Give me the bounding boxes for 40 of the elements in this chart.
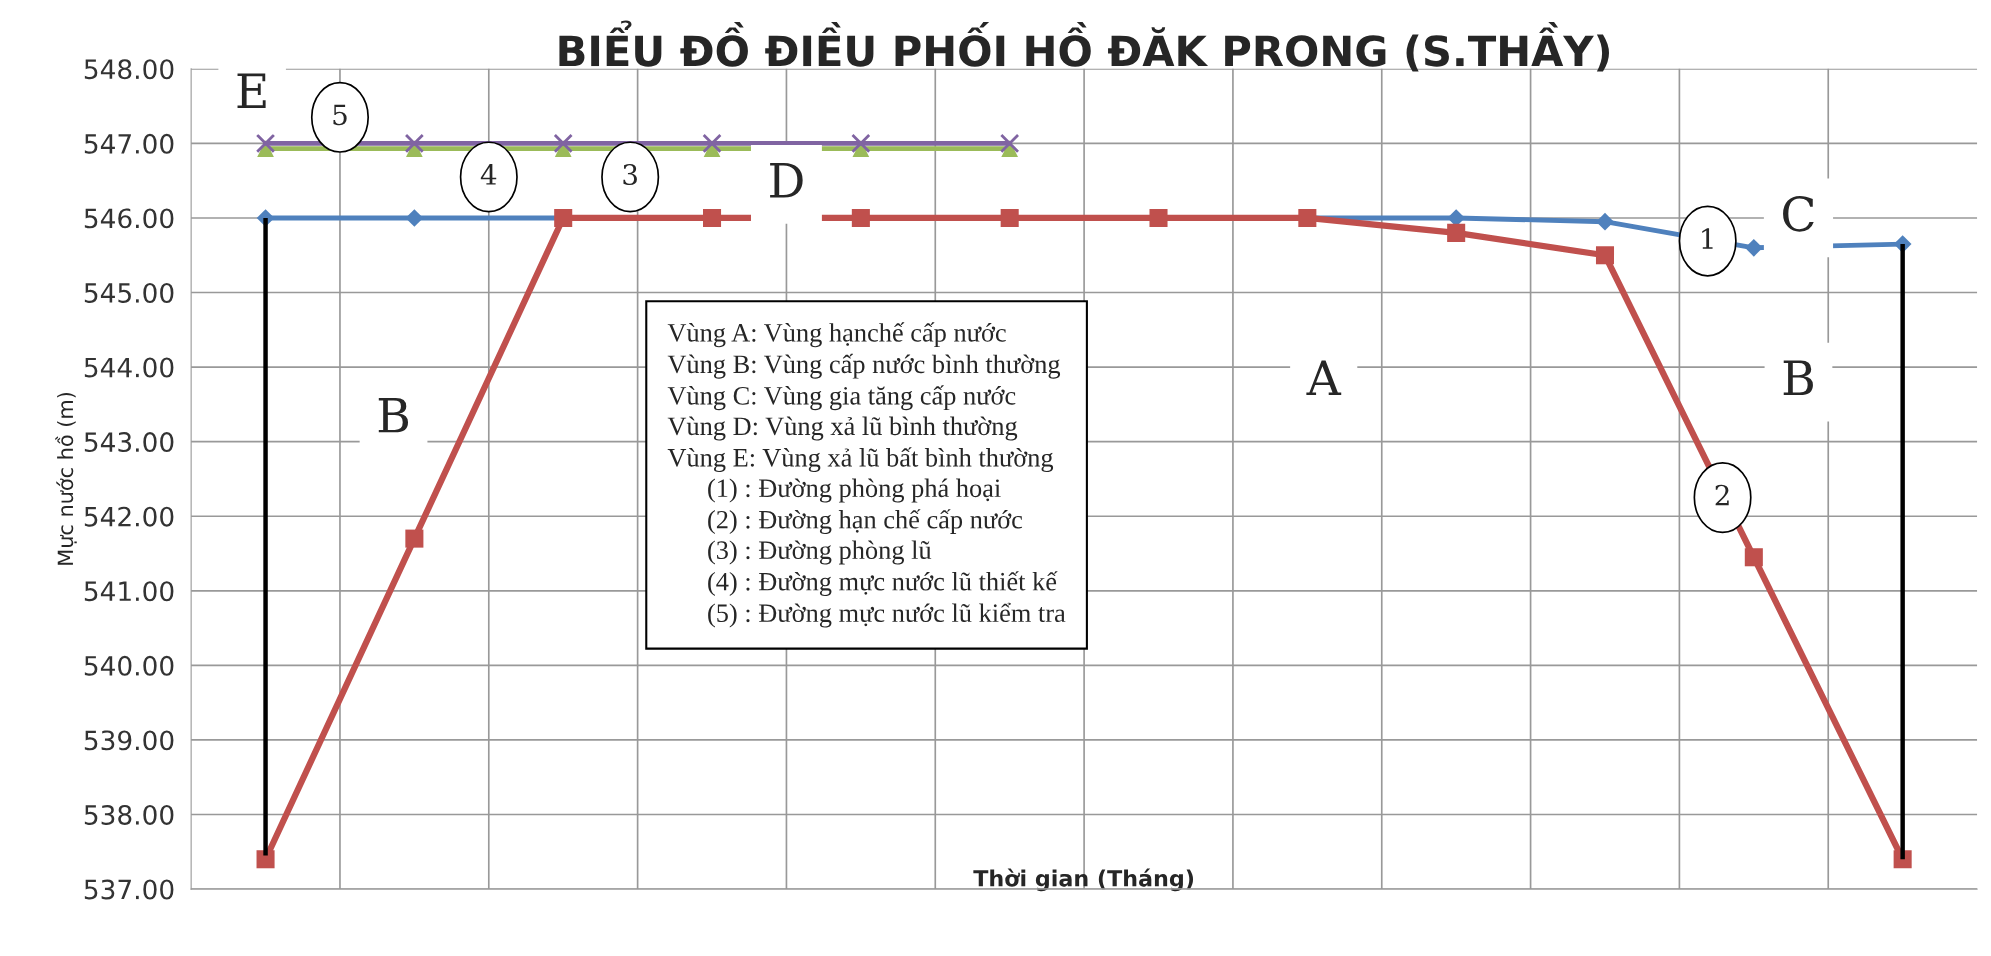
annotation: 5 bbox=[333, 104, 347, 126]
y-tick-label: 548.00 bbox=[84, 59, 174, 80]
point bbox=[1447, 223, 1466, 242]
chart-title: BIỂU ĐỒ ĐIỀU PHỐI HỒ ĐĂK PRONG (S.THẦY) bbox=[559, 20, 1609, 72]
point bbox=[553, 133, 573, 154]
y-tick-label: 540.00 bbox=[84, 655, 174, 676]
annotation: E bbox=[237, 73, 266, 108]
y-tick-label: 544.00 bbox=[84, 357, 174, 378]
y-tick-label: 542.00 bbox=[84, 506, 174, 527]
annotation: 2 bbox=[1715, 484, 1729, 506]
point bbox=[999, 133, 1020, 154]
point bbox=[405, 529, 424, 548]
y-tick-label: 538.00 bbox=[84, 804, 174, 825]
annotation: 1 bbox=[1702, 228, 1713, 249]
point bbox=[851, 133, 871, 154]
text: Vùng A: Vùng hạnchế cấp nước Vùng B: Vùng cấp nước bình thường Vùng C: Vùng gia tăng cấp nước Vùng D: Vùng xả lũ bình thường Vùng E: Vùng xả lũ bất bình thường (1) : Đường phòng phá hoại (2) : Đường hạn chế cấp nước (3) : Đường phòng lũ (4) : Đường mực nước lũ thiết kế (5) : Đường mực nước lũ kiểm tra bbox=[667, 322, 1066, 628]
y-axis-title: Mực nước hồ (m) bbox=[55, 392, 77, 565]
annotation: B bbox=[1783, 360, 1813, 396]
annotation: C bbox=[1783, 195, 1814, 232]
annotation: D bbox=[770, 163, 803, 198]
y-tick-label: 539.00 bbox=[84, 730, 174, 751]
point bbox=[255, 133, 276, 154]
y-tick-label: 541.00 bbox=[84, 581, 174, 602]
y-tick-label: 543.00 bbox=[84, 432, 174, 453]
point bbox=[1596, 212, 1614, 231]
point bbox=[256, 850, 275, 869]
annotation: 3 bbox=[623, 164, 637, 186]
point bbox=[404, 133, 425, 154]
annotation: A bbox=[1306, 360, 1342, 396]
annotation: 4 bbox=[480, 164, 497, 185]
point bbox=[1595, 246, 1615, 265]
y-tick-label: 546.00 bbox=[84, 208, 174, 229]
x-axis-title: Thời gian (Tháng) bbox=[973, 868, 1194, 892]
y-tick-label: 545.00 bbox=[84, 282, 174, 303]
point bbox=[702, 133, 722, 154]
point bbox=[1744, 548, 1763, 567]
point bbox=[1744, 238, 1763, 257]
y-tick-label: 537.00 bbox=[84, 879, 174, 900]
annotation: B bbox=[378, 397, 409, 433]
y-tick-label: 547.00 bbox=[84, 133, 174, 154]
